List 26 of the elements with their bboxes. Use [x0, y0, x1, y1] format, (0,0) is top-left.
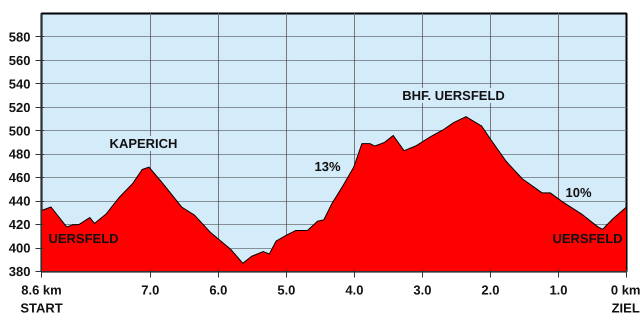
annotation: KAPERICH: [110, 136, 178, 151]
annotation: 10%: [565, 185, 592, 200]
x-tick-label: 7.0: [141, 282, 160, 298]
x-tick-label: 3.0: [413, 282, 432, 298]
y-tick-label: 520: [8, 100, 31, 115]
y-tick-label: 500: [8, 123, 31, 138]
x-tick-label: 6.0: [209, 282, 228, 298]
y-tick-label: 480: [8, 146, 31, 162]
annotation: UERSFELD: [48, 231, 119, 246]
y-tick-label: 380: [8, 264, 31, 279]
y-tick-label: 580: [8, 29, 31, 44]
x-tick-label: 0 km ZIEL: [610, 282, 640, 316]
y-tick-label: 440: [8, 194, 31, 209]
y-tick-label: 400: [8, 240, 31, 256]
annotation: UERSFELD: [552, 231, 623, 246]
x-tick-label: 4.0: [345, 282, 364, 298]
annotation: BHF. UERSFELD: [402, 88, 505, 103]
y-tick-label: 560: [8, 52, 31, 68]
y-tick-label: 420: [8, 217, 31, 232]
y-tick-label: 460: [8, 170, 31, 186]
x-tick-label: 2.0: [481, 282, 500, 298]
y-tick-label: 540: [8, 76, 31, 92]
x-tick-label: 5.0: [277, 282, 296, 298]
x-tick-label: 8.6 km START: [20, 282, 63, 316]
x-tick-label: 1.0: [549, 282, 568, 298]
annotation: 13%: [314, 159, 341, 174]
